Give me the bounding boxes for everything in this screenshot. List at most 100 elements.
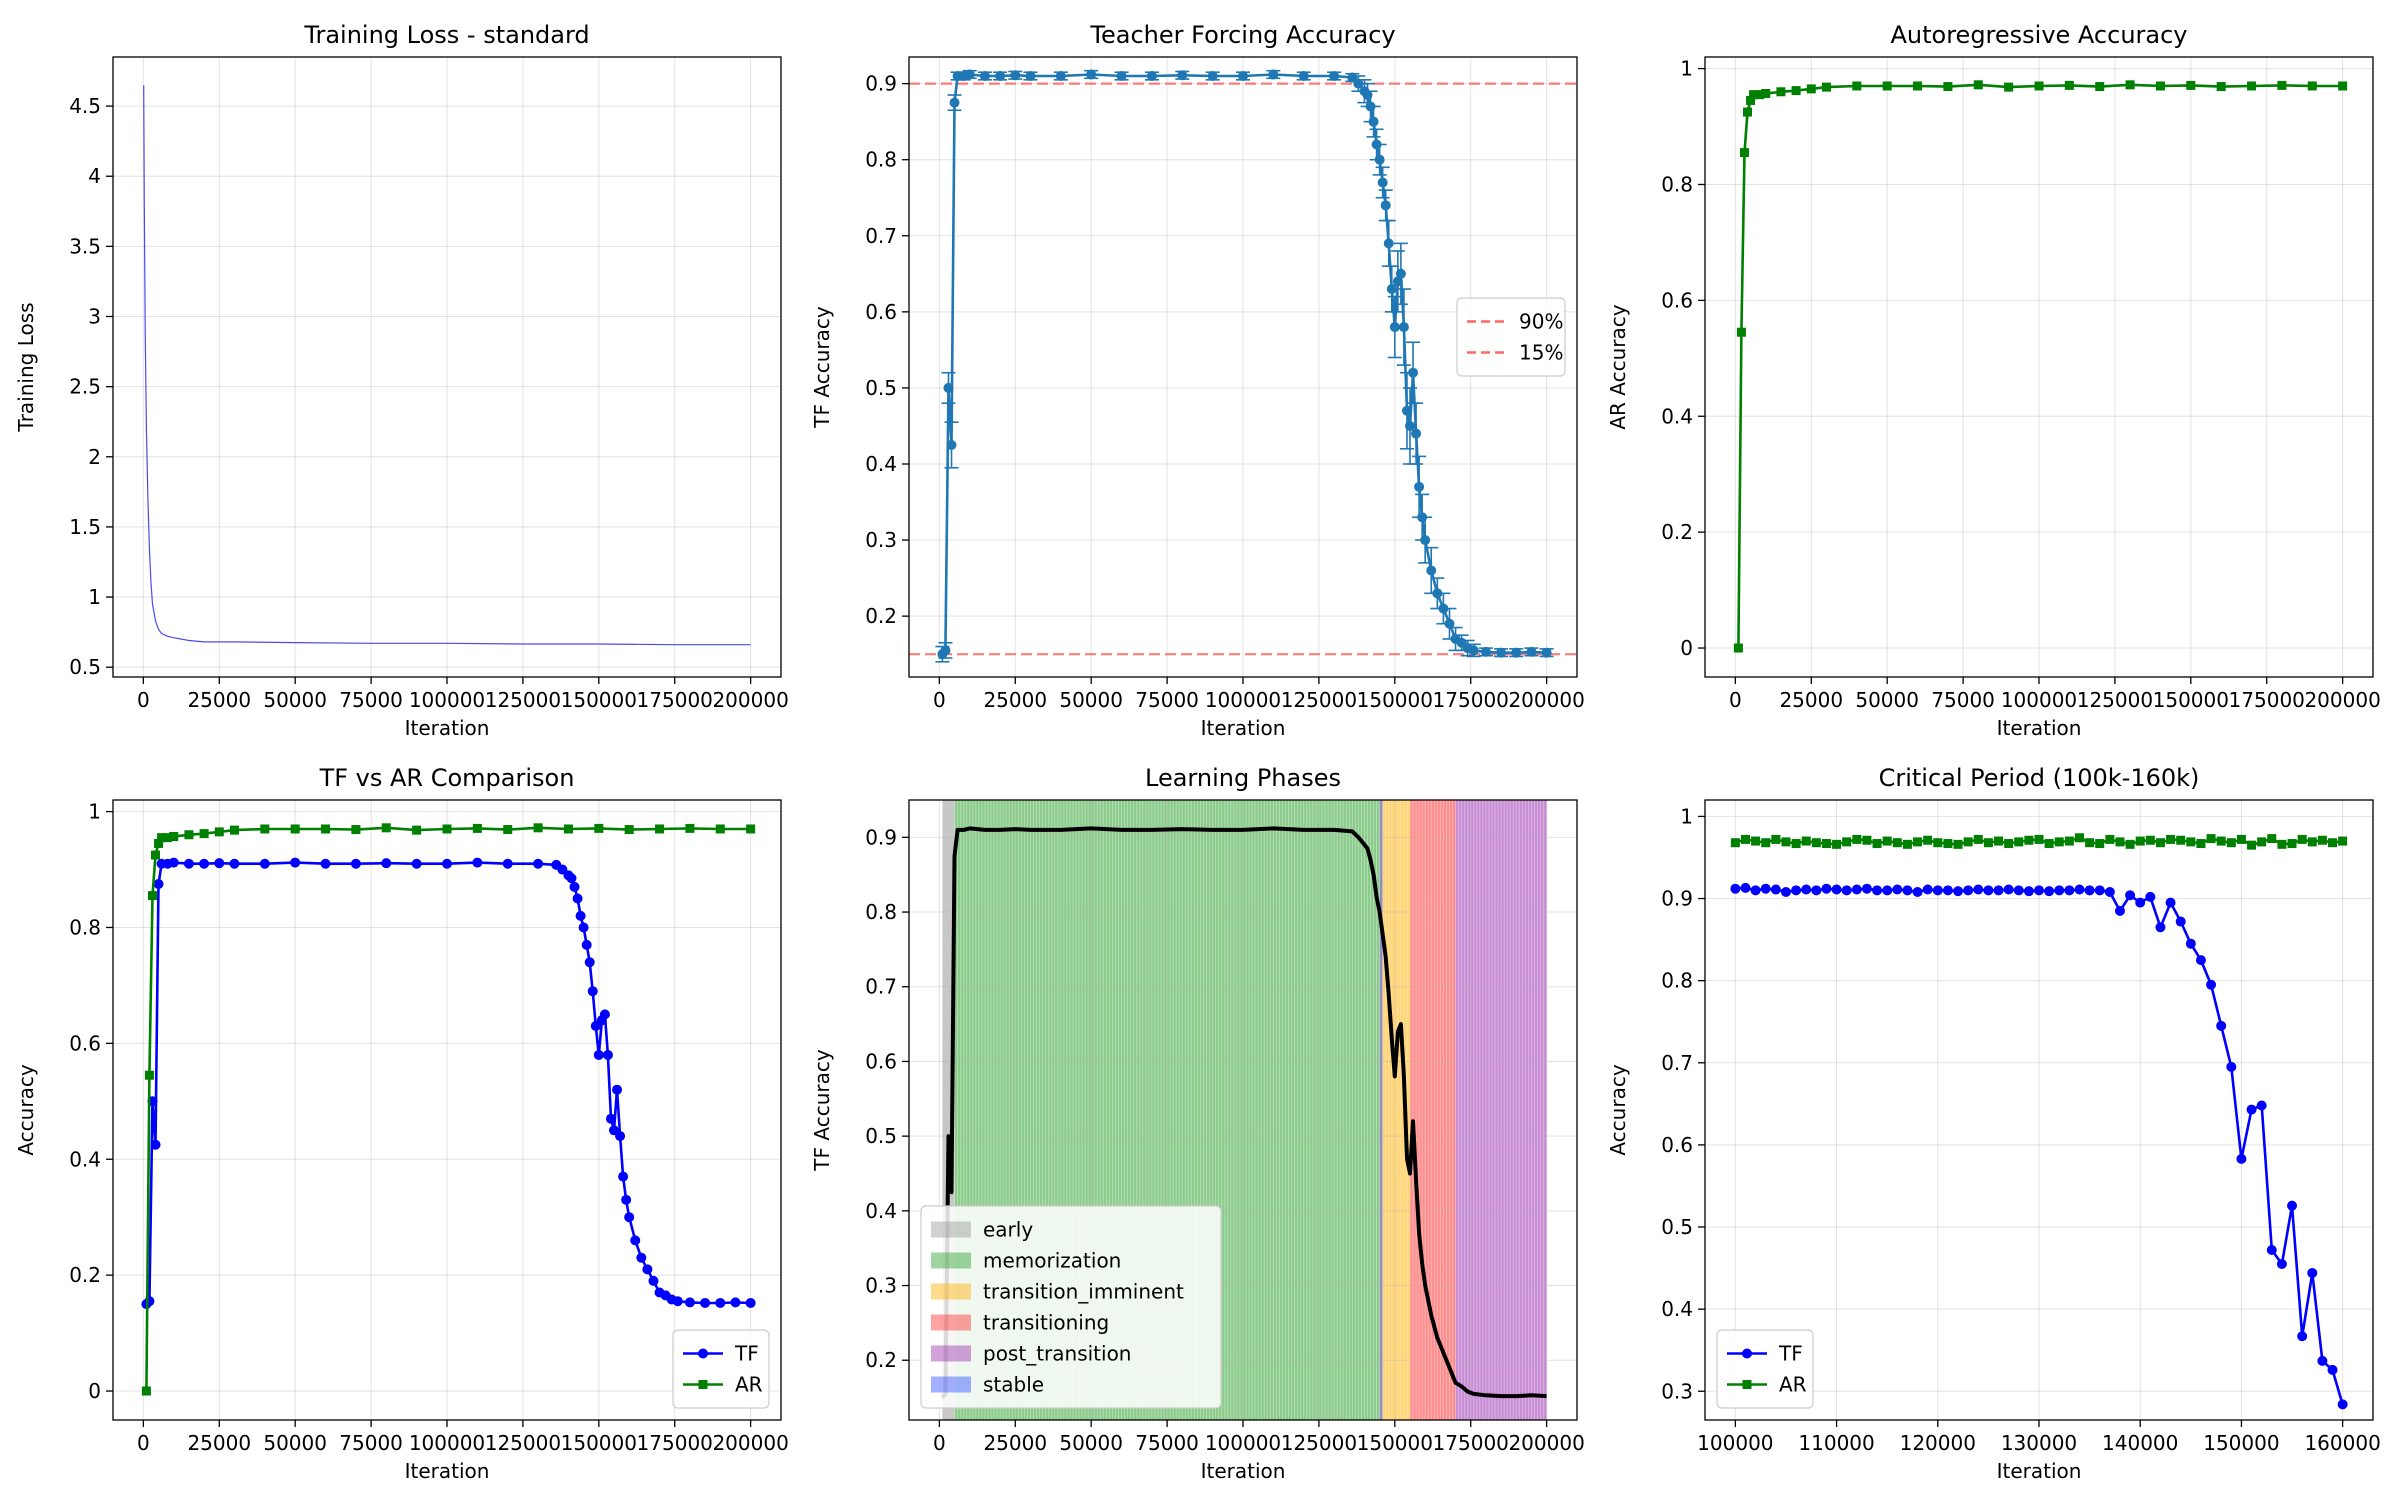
- y-tick-label: 0: [1680, 636, 1693, 660]
- x-tick-label: 100000: [409, 1431, 485, 1455]
- legend-label: AR: [735, 1373, 763, 1397]
- x-tick-label: 50000: [1855, 688, 1919, 712]
- data-point: [2125, 890, 2136, 901]
- data-point: [2297, 834, 2307, 844]
- data-point: [2175, 916, 2186, 927]
- data-point: [2328, 838, 2338, 848]
- data-point: [1414, 481, 1425, 492]
- data-point: [2034, 81, 2044, 91]
- legend-label: TF: [1778, 1342, 1803, 1366]
- data-point: [442, 858, 452, 869]
- data-point: [1739, 148, 1749, 158]
- data-point: [2013, 885, 2024, 896]
- data-point: [1771, 834, 1781, 844]
- data-point: [1841, 885, 1852, 896]
- data-point: [2145, 891, 2156, 902]
- series-group: [143, 85, 751, 646]
- data-point: [2165, 897, 2176, 908]
- y-tick-label: 0.8: [1661, 172, 1693, 196]
- data-point: [1770, 884, 1781, 895]
- x-tick-label: 150000: [1357, 688, 1433, 712]
- data-point: [1386, 284, 1397, 295]
- y-tick-label: 4.5: [69, 94, 101, 118]
- data-point: [1932, 885, 1943, 896]
- data-point: [2166, 834, 2176, 844]
- y-tick-label: 0.4: [865, 452, 897, 476]
- data-point: [381, 858, 392, 869]
- legend-label: stable: [983, 1373, 1044, 1397]
- x-tick-label: 175000: [637, 688, 713, 712]
- y-axis-label: TF Accuracy: [810, 306, 834, 429]
- data-point: [1842, 837, 1852, 847]
- data-point: [320, 858, 331, 869]
- legend-frame: [672, 1329, 770, 1409]
- series-line-series1: [941, 73, 1547, 656]
- data-point: [2257, 837, 2267, 847]
- data-point: [594, 823, 604, 833]
- data-point: [2266, 1245, 2277, 1256]
- data-point: [1902, 885, 1913, 896]
- data-point: [2064, 80, 2074, 90]
- data-point: [2216, 836, 2226, 846]
- data-point: [2054, 837, 2064, 847]
- data-point: [1426, 565, 1437, 576]
- legend-swatch: [931, 1283, 971, 1300]
- data-point: [350, 858, 361, 869]
- data-point: [2054, 885, 2065, 896]
- data-point: [1177, 70, 1188, 81]
- data-point: [1736, 327, 1746, 337]
- data-point: [290, 824, 300, 834]
- data-point: [572, 893, 583, 904]
- data-point: [1821, 839, 1831, 849]
- data-point: [412, 825, 422, 835]
- data-point: [1821, 883, 1832, 894]
- legend-label: transition_imminent: [983, 1280, 1184, 1304]
- data-point: [605, 1113, 616, 1124]
- legend-label: early: [983, 1218, 1033, 1242]
- legend-label: 90%: [1519, 310, 1563, 334]
- chart-panel-5: 0 25000 50000 75000 100000 125000 150000 175000…: [810, 764, 1585, 1483]
- series-group: [940, 826, 1547, 1399]
- data-point: [2125, 80, 2135, 90]
- data-point: [1298, 71, 1309, 82]
- data-point: [229, 825, 239, 835]
- data-point: [2145, 835, 2155, 845]
- x-tick-label: 75000: [339, 1431, 403, 1455]
- x-tick-label: 75000: [339, 688, 403, 712]
- data-point: [502, 858, 513, 869]
- data-point: [1511, 647, 1522, 658]
- data-point: [260, 824, 270, 834]
- x-tick-label: 100000: [2001, 688, 2077, 712]
- data-point: [2216, 1020, 2227, 1031]
- data-point: [1526, 646, 1537, 657]
- data-point: [2276, 1258, 2287, 1269]
- data-point: [2095, 839, 2105, 849]
- legend-frame: [1456, 297, 1566, 377]
- data-point: [2277, 839, 2287, 849]
- data-point: [1730, 883, 1741, 894]
- y-tick-label: 0.6: [865, 1049, 897, 1073]
- data-point: [943, 382, 954, 393]
- data-point: [1852, 834, 1862, 844]
- x-tick-label: 125000: [2077, 688, 2153, 712]
- chart-title: Teacher Forcing Accuracy: [1089, 21, 1395, 49]
- x-tick-label: 0: [1729, 688, 1742, 712]
- data-point: [584, 957, 595, 968]
- legend-swatch: [931, 1252, 971, 1269]
- data-point: [685, 823, 695, 833]
- data-point: [1923, 835, 1933, 845]
- data-point: [624, 1212, 635, 1223]
- x-tick-label: 140000: [2102, 1431, 2178, 1455]
- data-point: [1238, 71, 1248, 82]
- y-tick-label: 3: [88, 305, 101, 329]
- data-point: [381, 823, 391, 833]
- data-point: [151, 850, 161, 860]
- y-tick-label: 2.5: [69, 375, 101, 399]
- data-point: [2317, 1355, 2328, 1366]
- data-point: [2185, 938, 2196, 949]
- data-point: [684, 1297, 695, 1308]
- data-point: [2196, 839, 2206, 849]
- x-axis-label: Iteration: [1997, 1459, 2082, 1483]
- x-tick-label: 125000: [485, 688, 561, 712]
- data-point: [1922, 884, 1933, 895]
